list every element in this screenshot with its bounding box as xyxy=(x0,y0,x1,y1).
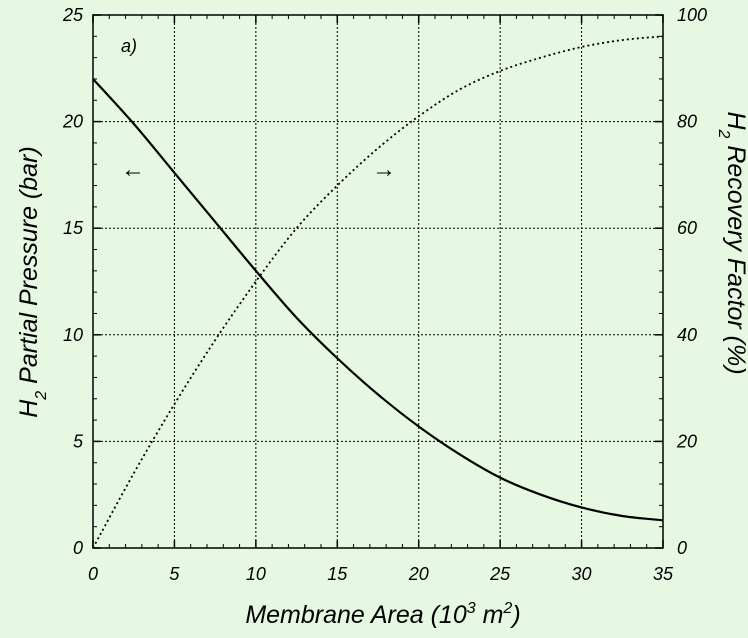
ticks xyxy=(92,14,664,549)
x-tick-label: 20 xyxy=(408,564,429,584)
y-right-tick-label: 0 xyxy=(677,538,687,558)
x-tick-label: 0 xyxy=(88,564,98,584)
recovery-series-line xyxy=(92,35,664,549)
y-left-axis-title-sub: 2 xyxy=(33,391,50,401)
series-group xyxy=(92,35,664,549)
y-right-axis-title-pre: H xyxy=(722,111,748,130)
grid xyxy=(93,15,663,548)
pressure-series-line xyxy=(92,78,664,522)
y-right-tick-label: 60 xyxy=(677,218,697,238)
x-axis-title-main: Membrane Area (10 xyxy=(245,601,466,629)
x-axis-title-end: ) xyxy=(509,601,520,629)
x-tick-label: 35 xyxy=(653,564,674,584)
y-left-axis-title-post: Partial Pressure (bar) xyxy=(15,146,43,391)
plot-frame xyxy=(92,14,664,549)
right-arrow-annotation: → xyxy=(372,156,396,183)
y-left-axis-title-pre: H xyxy=(15,399,43,418)
y-left-tick-label: 20 xyxy=(62,112,83,132)
left-arrow-annotation: ← xyxy=(121,156,145,183)
y-right-tick-label: 80 xyxy=(677,112,697,132)
y-right-tick-label: 20 xyxy=(676,431,697,451)
x-tick-label: 15 xyxy=(327,564,348,584)
x-axis-title-sup2: 2 xyxy=(502,600,512,617)
x-axis-title-mid: m xyxy=(476,601,504,629)
x-tick-label: 30 xyxy=(572,564,592,584)
y-left-axis-title: H2 Partial Pressure (bar) xyxy=(15,146,50,418)
y-left-tick-label: 10 xyxy=(63,325,83,345)
x-tick-label: 5 xyxy=(169,564,180,584)
x-axis-title-sup1: 3 xyxy=(467,600,476,617)
x-tick-label: 25 xyxy=(489,564,511,584)
y-right-tick-label: 40 xyxy=(677,325,697,345)
y-right-axis-title-post: Recovery Factor (%) xyxy=(722,138,748,374)
y-left-tick-label: 0 xyxy=(73,538,83,558)
y-right-tick-label: 100 xyxy=(677,5,707,25)
y-right-axis-title-sub: 2 xyxy=(715,128,732,138)
y-left-tick-label: 15 xyxy=(63,218,84,238)
x-tick-label: 10 xyxy=(246,564,266,584)
y-left-tick-label: 25 xyxy=(62,5,84,25)
y-right-axis-title: H2 Recovery Factor (%) xyxy=(715,111,748,374)
x-axis-title: Membrane Area (103 m2) xyxy=(245,600,520,629)
panel-label: a) xyxy=(121,36,137,56)
y-left-tick-label: 5 xyxy=(73,431,84,451)
